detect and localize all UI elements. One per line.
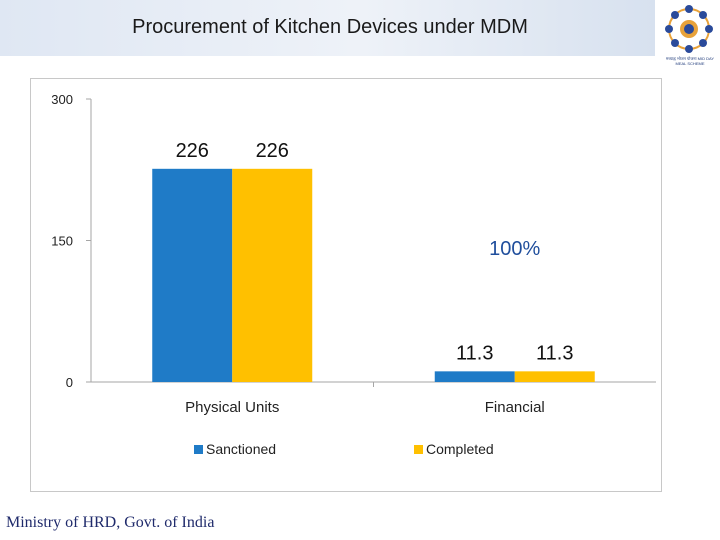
bar-completed (515, 371, 595, 382)
footer-text: Ministry of HRD, Govt. of India (6, 514, 214, 532)
slide-title: Procurement of Kitchen Devices under MDM (0, 16, 660, 39)
legend-label: Completed (426, 441, 494, 457)
x-tick-label: Financial (485, 399, 545, 416)
chart-frame: 0 150 300 226 226 Physical Units 11.3 11.3 Finan… (30, 78, 662, 492)
y-tick-label: 300 (51, 92, 73, 107)
legend-swatch (194, 445, 203, 454)
legend-label: Sanctioned (206, 441, 276, 457)
x-tick-label: Physical Units (185, 399, 279, 416)
y-tick-label: 0 (66, 375, 73, 390)
bar-sanctioned (435, 371, 515, 382)
legend-swatch (414, 445, 423, 454)
bar-sanctioned (152, 169, 232, 382)
bar-completed (232, 169, 312, 382)
annotation-label: 100% (489, 238, 540, 260)
data-label: 11.3 (456, 342, 493, 364)
logo-caption: मध्याह्न भोजन योजना MID DAY MEAL SCHEME (664, 56, 716, 66)
bar-chart: 0 150 300 226 226 Physical Units 11.3 11.3 Finan… (31, 79, 661, 491)
y-tick-label: 150 (51, 234, 73, 249)
data-label: 11.3 (536, 342, 573, 364)
data-label: 226 (176, 140, 209, 162)
data-label: 226 (256, 140, 289, 162)
